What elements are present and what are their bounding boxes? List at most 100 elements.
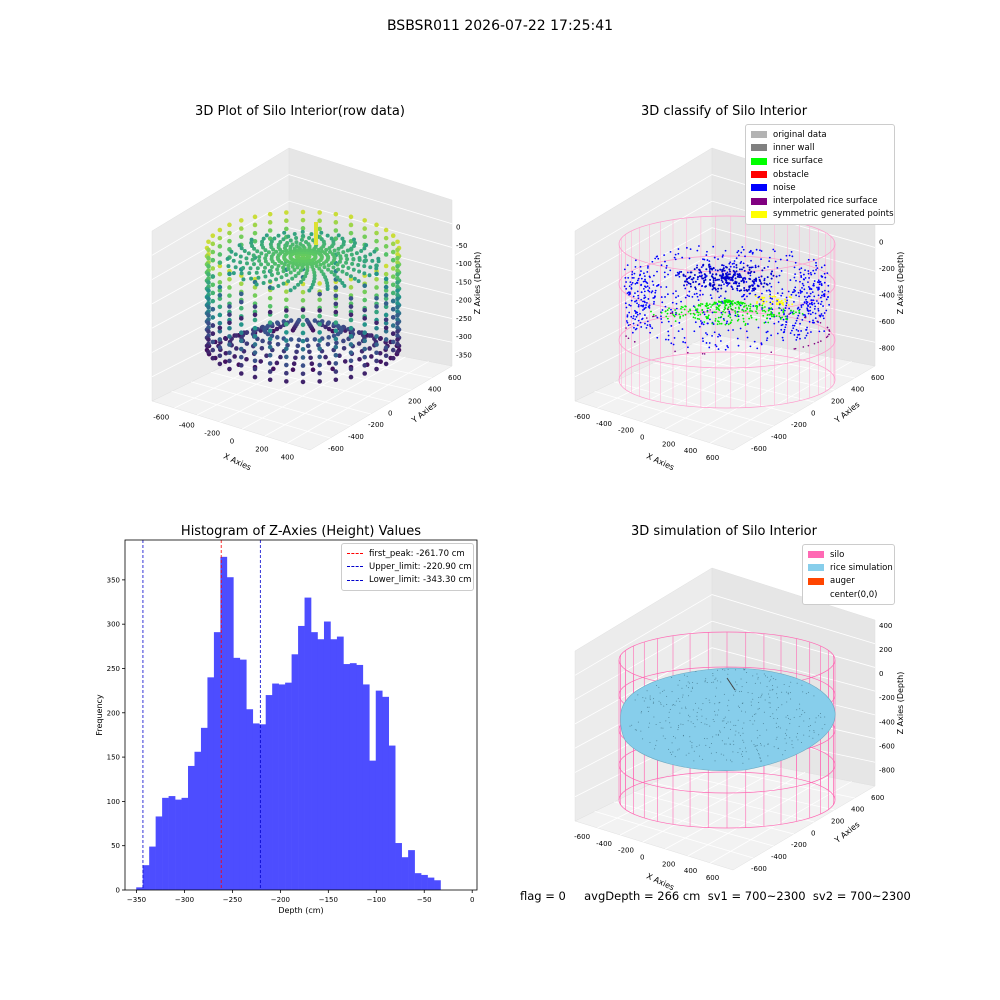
p4-mesh-point [687,687,689,689]
p2-grid-y [614,381,774,427]
legend-label: rice simulation [830,562,893,573]
legend-label: silo [830,549,845,560]
p1-data-point [390,306,396,312]
p1-data-point [395,247,400,253]
p1-y-tick-label: 400 [428,386,441,394]
p1-data-point [246,251,251,256]
p2-noise-point [732,329,734,331]
p4-mesh-point [813,695,815,697]
p2-noise-point [783,313,785,316]
p2-noise-point [807,285,810,288]
p2-noise-point [817,286,820,289]
p2-noise-point [797,306,800,309]
p1-data-point [290,367,296,372]
p2-noise-point [706,250,708,253]
p1-data-point [395,263,400,269]
p2-noise-point [652,297,655,299]
p4-x-tick-label: 400 [684,867,697,875]
p2-noise-point [731,262,734,265]
p4-mesh-point [757,708,759,710]
p4-mesh-point [766,676,768,678]
p1-data-point [383,271,389,277]
p4-mesh-point [738,707,740,709]
p4-mesh-point [712,675,714,677]
p2-noise-point [719,334,722,337]
p2-noise-point [642,287,645,290]
p4-mesh-point [758,702,760,704]
p2-noise-point [807,270,810,272]
p1-data-point [275,267,280,272]
p2-noise-point [805,298,807,301]
p1-data-point [248,266,253,271]
p1-data-point [308,355,313,361]
p2-grid-y [594,391,754,439]
p4-mesh-point [824,724,826,726]
p1-data-point [383,288,389,293]
p1-data-point [362,218,368,223]
p4-mesh-point [727,673,729,675]
p1-data-point [374,295,379,301]
p2-noise-point [634,292,636,294]
p4-mesh-point [672,736,674,738]
p1-data-point [267,220,273,225]
p2-noise-point [675,290,677,293]
p2-noise-point [651,260,654,263]
p2-noise-point [678,271,681,273]
p2-silo-ring [618,311,836,369]
p2-noise-point [817,307,820,310]
p1-data-point [286,263,291,268]
p2-noise-point [701,337,704,340]
p2-noise-point [729,261,732,264]
p1-data-point [295,265,300,270]
p1-data-point [333,320,339,325]
p4-z-tick-label: 400 [879,622,892,630]
p4-mesh-point [663,705,665,707]
p1-data-point [307,254,312,259]
p1-z-tick-label: -300 [456,333,472,341]
p1-y-tick-label: -200 [368,421,384,429]
p4-mesh-point [803,734,805,736]
p4-mesh-point [643,700,645,702]
p1-data-point [226,264,231,269]
p1-data-point [374,285,379,290]
p4-mesh-point [761,693,763,695]
p4-mesh-point [700,722,702,724]
p4-mesh-point [696,715,698,717]
p2-noise-point [796,317,799,320]
p4-mesh-point [695,670,697,672]
p1-data-point [328,249,333,254]
p1-data-point [274,326,280,332]
p2-noise-point [681,256,684,259]
p2-noise-point [631,276,634,279]
p1-data-point [351,267,356,272]
p1-data-point [294,244,299,249]
p4-mesh-point [648,726,650,728]
p2-noise-point [719,340,722,342]
p1-data-point [231,271,236,276]
p4-mesh-point [727,721,729,723]
p4-mesh-point [784,732,786,734]
p2-noise-point [809,271,812,274]
p1-data-point [362,346,368,352]
p1-data-point [319,269,324,274]
p4-mesh-point [717,733,719,735]
p1-data-point [333,369,339,374]
p2-noise-point [770,285,773,288]
p1-data-point [395,329,400,334]
p4-mesh-point [720,681,722,683]
p1-data-point [206,288,211,294]
p1-z-tick-label: -150 [456,278,472,286]
legend-swatch [808,577,824,585]
p1-data-point [362,322,368,327]
p1-data-point [276,233,281,238]
p1-data-point [245,261,250,266]
p1-data-point [312,270,317,275]
p2-noise-point [705,342,708,344]
p1-data-point [348,276,354,282]
p4-mesh-point [690,721,692,723]
p2-noise-point [757,296,760,299]
p4-mesh-point [704,681,706,683]
p4-mesh-point [791,740,793,742]
p1-data-point [238,346,244,352]
p2-noise-point [825,309,828,312]
